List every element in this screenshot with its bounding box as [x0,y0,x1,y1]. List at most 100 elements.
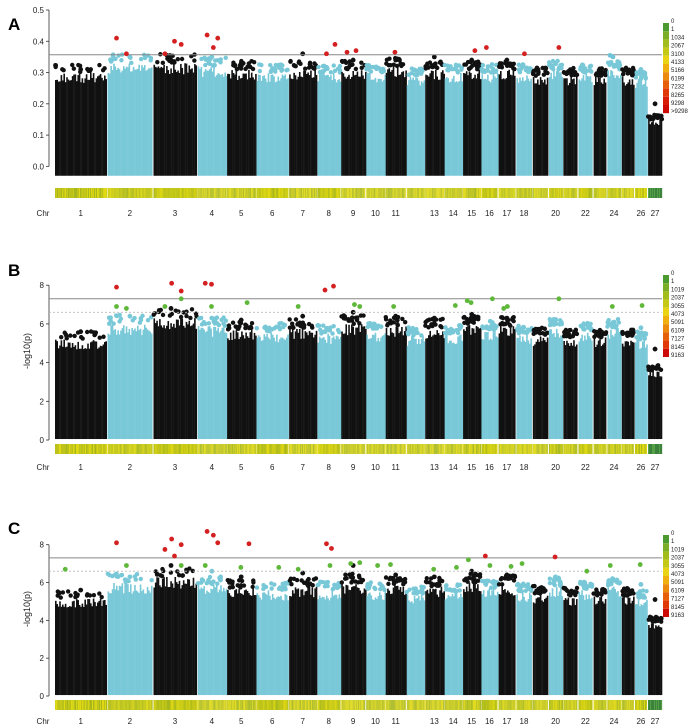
cloud-column [650,623,653,696]
density-cell [208,700,210,710]
cloud-column [484,78,486,176]
cloud-column [659,376,661,440]
density-cell [560,188,562,198]
snp-point [68,593,73,598]
cloud-column [125,583,128,696]
density-cell [67,700,69,710]
cloud-column [389,327,392,440]
density-cell [317,700,319,710]
snp-point [626,589,631,594]
cloud-column [213,585,215,696]
snp-point [644,588,649,594]
cloud-column [270,332,273,440]
cloud-column [523,81,525,176]
cloud-column [419,343,421,440]
cloud-column [208,326,211,440]
snp-point [72,333,77,339]
density-cell [389,444,391,454]
cloud-column [377,78,380,176]
cloud-column [171,326,174,440]
chromosome-cloud-14 [442,322,464,440]
cloud-column [508,335,510,440]
highlight-point [607,563,613,568]
density-cell [119,700,121,710]
cloud-column [644,80,647,176]
cloud-column [495,78,498,176]
density-cell [426,444,428,454]
density-cell [438,700,440,710]
cloud-column [211,71,214,176]
density-cell [198,444,200,454]
cloud-column [157,66,160,176]
cloud-column [618,331,621,440]
density-cell [356,700,358,710]
cloud-column [120,72,122,176]
density-cell [193,188,195,198]
density-cell [160,188,162,198]
snp-point [74,593,80,599]
cloud-column [557,595,559,696]
density-cell [284,700,286,710]
cloud-column [467,325,469,440]
chr-label-5: 5 [239,717,244,726]
cloud-column [281,599,284,696]
cloud-column [88,599,91,696]
cloud-column [579,338,582,440]
density-cell [228,700,230,710]
density-cell [451,444,453,454]
density-cell [468,444,470,454]
panel-letter: B [8,261,20,280]
cloud-column [389,594,392,696]
cloud-column [132,66,135,176]
snp-point [442,330,448,336]
cloud-column [71,601,74,696]
density-cell [333,700,335,710]
cloud-column [579,594,582,696]
chr-label-24: 24 [610,209,619,218]
legend-swatch [663,316,669,325]
cloud-column [430,591,433,696]
density-cell [509,188,511,198]
density-cell [177,700,179,710]
cloud-column [304,70,307,176]
density-cell [158,444,160,454]
density-cell [381,700,383,710]
cloud-column [60,340,63,440]
density-cell [276,444,278,454]
density-cell [289,188,291,198]
cloud-column [491,339,493,440]
density-cell [626,700,628,710]
density-cell [92,700,94,710]
density-cell [79,700,81,710]
cloud-column [285,595,288,696]
density-cell [427,188,429,198]
density-cell [105,188,107,198]
y-tick-label: 0.3 [33,69,45,78]
density-cell [146,188,148,198]
snp-point [494,324,499,329]
density-cell [71,188,73,198]
density-cell [598,188,600,198]
density-cell [553,188,555,198]
top-snp-point [504,315,510,321]
density-cell [596,188,598,198]
highlight-point [62,566,68,572]
density-cell [563,188,565,198]
density-cell [415,700,417,710]
snp-point [223,55,228,61]
cloud-column [617,75,619,176]
cloud-column [187,324,189,440]
density-cell [479,700,481,710]
cloud-column [581,334,583,440]
chromosome-cloud-26 [634,588,649,696]
density-cell [410,444,412,454]
cloud-column [221,73,224,176]
top-snp-point [393,57,399,63]
density-cell [277,700,279,710]
cloud-column [477,327,479,440]
density-cell [307,444,309,454]
density-cell [656,700,658,710]
density-cell [370,444,372,454]
density-cell [363,700,365,710]
cloud-column [101,77,103,176]
